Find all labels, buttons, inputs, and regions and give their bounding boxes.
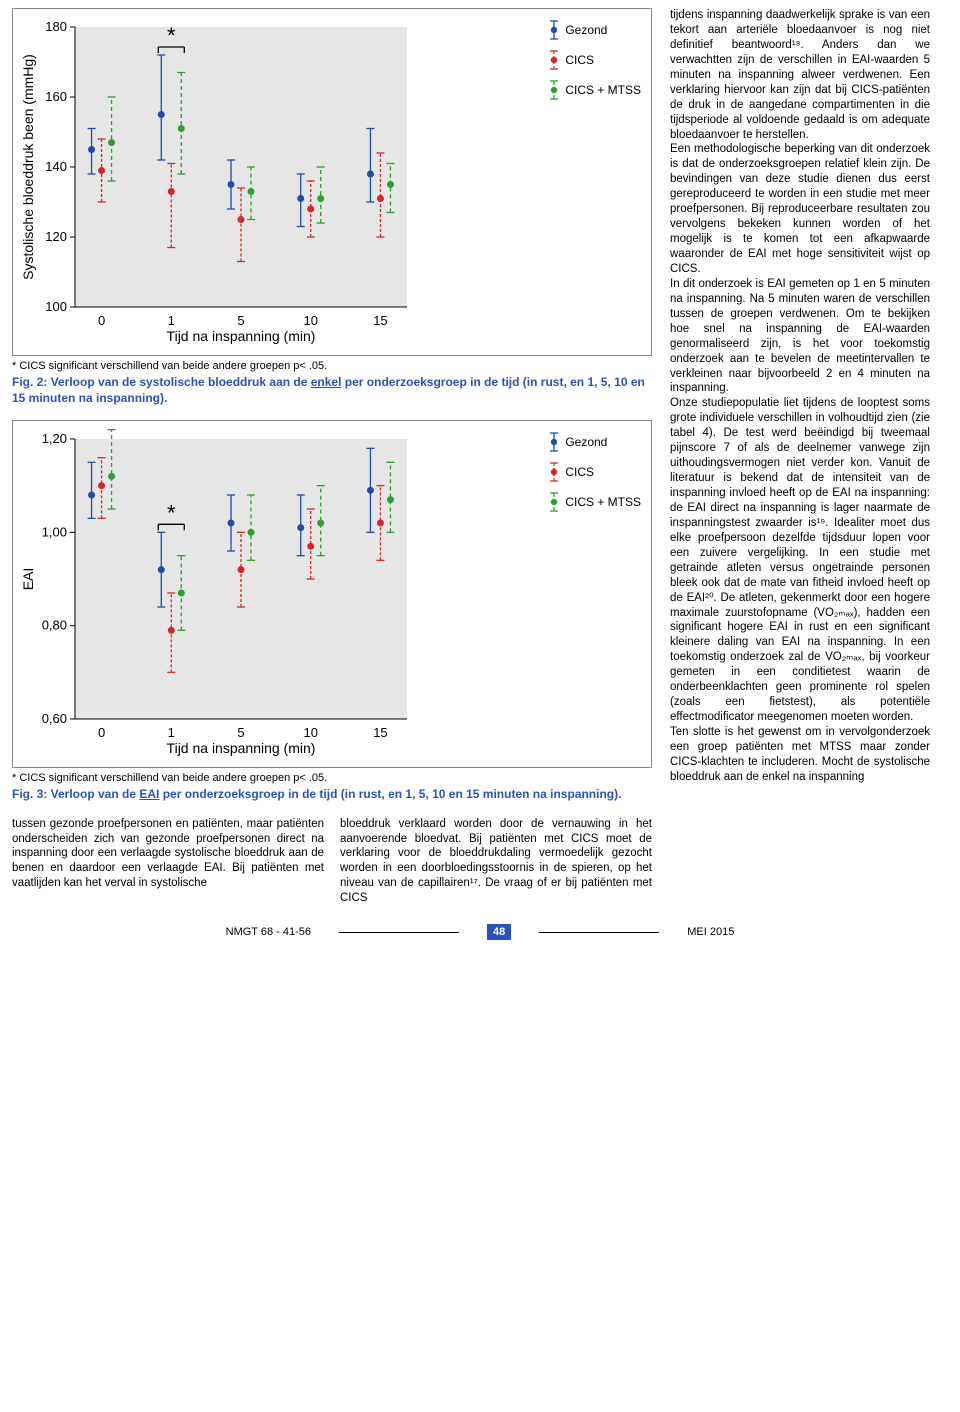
svg-text:0: 0 — [98, 725, 105, 740]
svg-text:Systolische bloeddruk been (mm: Systolische bloeddruk been (mmHg) — [20, 54, 36, 280]
right-column: tijdens inspanning daadwerkelijk sprake … — [670, 8, 930, 906]
body-right-para: Onze studiepopulatie liet tijdens de loo… — [670, 396, 930, 725]
svg-text:15: 15 — [373, 313, 387, 328]
svg-text:180: 180 — [45, 19, 67, 34]
footer-right: MEI 2015 — [687, 926, 734, 938]
svg-text:15: 15 — [373, 725, 387, 740]
svg-text:0: 0 — [98, 313, 105, 328]
footer-left: NMGT 68 - 41-56 — [226, 926, 311, 938]
legend-item: CICS + MTSS — [543, 79, 641, 101]
svg-text:160: 160 — [45, 89, 67, 104]
svg-text:120: 120 — [45, 229, 67, 244]
svg-text:0,80: 0,80 — [42, 618, 67, 633]
legend-item: CICS + MTSS — [543, 491, 641, 513]
page: 1001201401601800151015Tijd na inspanning… — [12, 8, 948, 906]
footer-line-left — [339, 932, 459, 933]
left-column: 1001201401601800151015Tijd na inspanning… — [12, 8, 652, 906]
legend-item: Gezond — [543, 19, 641, 41]
svg-text:1,20: 1,20 — [42, 431, 67, 446]
body-right-para: Ten slotte is het gewenst om in vervolgo… — [670, 725, 930, 785]
footer-line-right — [539, 932, 659, 933]
chart2-footnote: * CICS significant verschillend van beid… — [12, 772, 652, 784]
legend-label: Gezond — [565, 435, 607, 449]
svg-text:1: 1 — [168, 313, 175, 328]
chart1-footnote: * CICS significant verschillend van beid… — [12, 360, 652, 372]
legend-label: CICS — [565, 465, 594, 479]
svg-text:0,60: 0,60 — [42, 711, 67, 726]
svg-text:*: * — [167, 501, 176, 526]
body-right-para: tijdens inspanning daadwerkelijk sprake … — [670, 8, 930, 142]
svg-text:1: 1 — [168, 725, 175, 740]
chart2-frame: 0,600,801,001,200151015Tijd na inspannin… — [12, 420, 652, 768]
footer-page: 48 — [487, 924, 511, 940]
body-para-1: tussen gezonde proefpersonen en patiënte… — [12, 817, 324, 892]
body-right-para: In dit onderzoek is EAI gemeten op 1 en … — [670, 277, 930, 397]
legend-item: CICS — [543, 49, 641, 71]
chart1-svg: 1001201401601800151015Tijd na inspanning… — [17, 17, 537, 347]
legend-label: CICS — [565, 53, 594, 67]
body-right-para: Een methodologische beperking van dit on… — [670, 142, 930, 276]
chart2-caption: Fig. 3: Verloop van de EAI per onderzoek… — [12, 786, 652, 802]
svg-text:*: * — [167, 23, 176, 48]
chart2-svg: 0,600,801,001,200151015Tijd na inspannin… — [17, 429, 537, 759]
svg-text:EAI: EAI — [20, 568, 36, 591]
page-footer: NMGT 68 - 41-56 48 MEI 2015 — [12, 924, 948, 940]
chart1-frame: 1001201401601800151015Tijd na inspanning… — [12, 8, 652, 356]
legend-label: CICS + MTSS — [565, 83, 641, 97]
legend-label: Gezond — [565, 23, 607, 37]
svg-text:100: 100 — [45, 299, 67, 314]
svg-text:Tijd na inspanning (min): Tijd na inspanning (min) — [167, 740, 316, 756]
legend-item: Gezond — [543, 431, 641, 453]
body-para-2: bloeddruk verklaard worden door de verna… — [340, 817, 652, 907]
svg-text:140: 140 — [45, 159, 67, 174]
body-two-col: tussen gezonde proefpersonen en patiënte… — [12, 817, 652, 907]
svg-text:10: 10 — [303, 313, 317, 328]
chart2-legend: Gezond CICS CICS + MTSS — [543, 431, 641, 521]
chart1-legend: Gezond CICS CICS + MTSS — [543, 19, 641, 109]
legend-item: CICS — [543, 461, 641, 483]
legend-label: CICS + MTSS — [565, 495, 641, 509]
svg-text:1,00: 1,00 — [42, 525, 67, 540]
svg-text:5: 5 — [237, 313, 244, 328]
chart1-caption: Fig. 2: Verloop van de systolische bloed… — [12, 374, 652, 406]
body-right-text: tijdens inspanning daadwerkelijk sprake … — [670, 8, 930, 785]
svg-text:5: 5 — [237, 725, 244, 740]
svg-text:Tijd na inspanning (min): Tijd na inspanning (min) — [167, 328, 316, 344]
svg-text:10: 10 — [303, 725, 317, 740]
